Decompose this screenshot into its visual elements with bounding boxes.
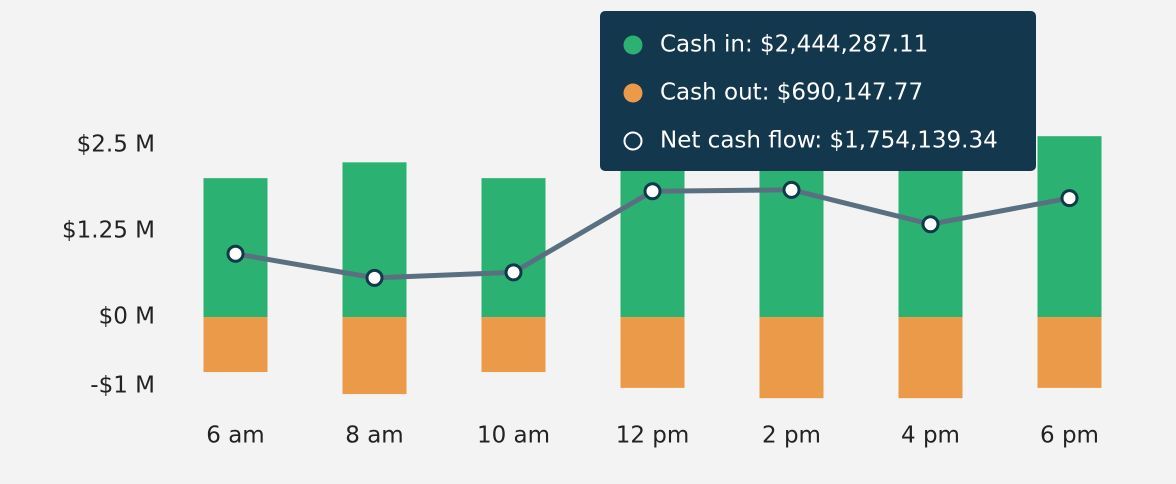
tooltip-background (600, 11, 1036, 171)
net-point (921, 215, 940, 234)
x-tick-label: 8 am (345, 423, 403, 449)
bar (342, 162, 407, 318)
bar (481, 178, 546, 318)
x-tick-label: 6 pm (1040, 423, 1099, 449)
bar (898, 152, 963, 318)
x-tick-label: 12 pm (616, 423, 690, 449)
net-point (504, 263, 523, 282)
tooltip-marker (623, 35, 643, 55)
tooltip-item: Net cash flow: $1,754,139.34 (660, 128, 998, 154)
plot-area: $2.5 M $1.25 M $0 M -$1 M 6 am 8 am 10 am 12 pm… (62, 132, 1102, 449)
bar (481, 317, 546, 373)
net-point (782, 180, 801, 199)
bar (1037, 136, 1102, 318)
net-point (1060, 189, 1079, 208)
net-point (643, 182, 662, 201)
y-tick-label: $1.25 M (62, 218, 155, 244)
tooltip-item: Cash out: $690,147.77 (660, 80, 923, 106)
bar (759, 317, 824, 399)
x-tick-label: 6 am (206, 423, 264, 449)
x-tick-label: 2 pm (762, 423, 821, 449)
bar (620, 145, 685, 318)
net-point (226, 244, 245, 263)
tooltip: Cash in: $2,444,287.11 Cash out: $690,147… (600, 11, 1036, 171)
bar (1037, 317, 1102, 388)
tooltip-item: Cash in: $2,444,287.11 (660, 32, 928, 58)
bar (898, 317, 963, 399)
net-point (365, 268, 384, 287)
y-tick-label: $0 M (99, 304, 155, 330)
bar (620, 317, 685, 388)
tooltip-marker (623, 131, 643, 151)
bar (203, 317, 268, 373)
tooltip-marker (623, 83, 643, 103)
y-tick-label: -$1 M (90, 372, 155, 398)
bar (759, 152, 824, 318)
y-tick-label: $2.5 M (77, 132, 155, 158)
bar (342, 317, 407, 395)
x-tick-label: 4 pm (901, 423, 960, 449)
x-tick-label: 10 am (477, 423, 550, 449)
